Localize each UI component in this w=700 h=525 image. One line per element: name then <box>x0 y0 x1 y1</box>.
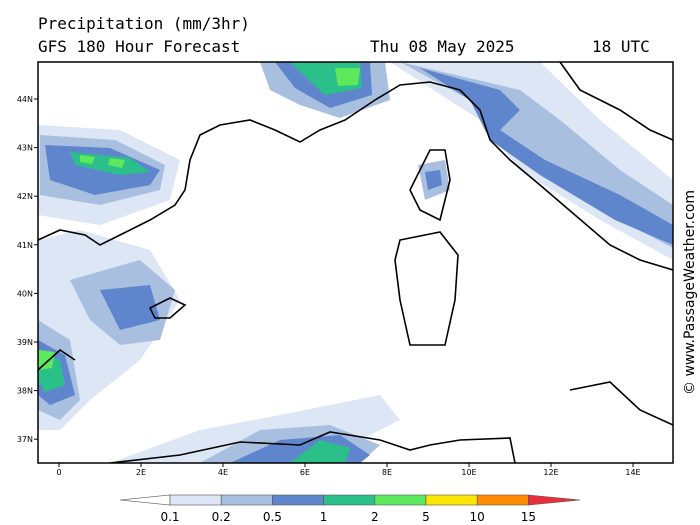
watermark: © www.PassageWeather.com <box>682 190 698 395</box>
legend-label: 5 <box>422 510 430 524</box>
lat-label: 40N <box>17 289 33 298</box>
lon-label: 0 <box>56 468 61 477</box>
lat-label: 43N <box>17 144 33 153</box>
lat-label: 44N <box>17 95 33 104</box>
legend-label: 2 <box>371 510 379 524</box>
legend-end <box>119 494 171 506</box>
legend-label: 0.5 <box>263 510 282 524</box>
precip-field <box>38 62 673 463</box>
legend-swatch <box>220 494 273 506</box>
legend-label: 1 <box>320 510 328 524</box>
lon-label: 4E <box>218 468 228 477</box>
legend-swatch <box>169 494 222 506</box>
time: 18 UTC <box>592 37 650 56</box>
lon-label: 8E <box>382 468 392 477</box>
legend-end <box>528 494 581 506</box>
legend-label: 15 <box>521 510 536 524</box>
legend-label: 10 <box>470 510 485 524</box>
title: Precipitation (mm/3hr) <box>38 14 250 33</box>
lat-label: 39N <box>17 338 33 347</box>
coastlines <box>38 62 673 463</box>
lon-label: 6E <box>300 468 310 477</box>
lat-label: 38N <box>17 387 33 396</box>
map-frame <box>37 61 674 464</box>
lon-label: 12E <box>543 468 558 477</box>
legend-label: 0.2 <box>212 510 231 524</box>
model: GFS 180 Hour Forecast <box>38 37 240 56</box>
lat-label: 37N <box>17 435 33 444</box>
date: Thu 08 May 2025 <box>370 37 515 56</box>
lon-label: 14E <box>625 468 640 477</box>
legend-swatch <box>425 494 478 506</box>
legend-swatch <box>272 494 324 506</box>
legend-swatch <box>476 494 529 506</box>
lat-label: 41N <box>17 241 33 250</box>
legend-swatch <box>323 494 376 506</box>
lon-label: 2E <box>136 468 146 477</box>
lon-label: 10E <box>461 468 476 477</box>
legend-swatch <box>374 494 427 506</box>
lat-label: 42N <box>17 192 33 201</box>
legend-label: 0.1 <box>160 510 179 524</box>
